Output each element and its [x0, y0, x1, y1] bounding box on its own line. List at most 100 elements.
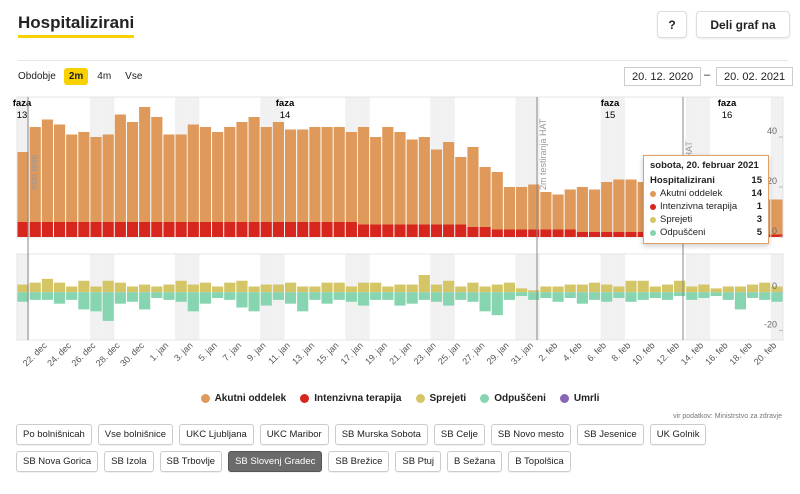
bar: [17, 152, 29, 222]
bar: [625, 179, 637, 232]
bar: [187, 284, 199, 293]
bar: [418, 137, 430, 225]
hospital-button[interactable]: SB Ptuj: [395, 451, 442, 472]
bar: [78, 292, 90, 310]
hospital-button[interactable]: Po bolnišnicah: [16, 424, 92, 445]
bar: [333, 282, 345, 293]
bar: [66, 134, 78, 222]
bar: [333, 127, 345, 222]
bar: [212, 292, 224, 298]
bar: [576, 232, 588, 237]
bar: [491, 172, 503, 230]
hospital-button[interactable]: SB Murska Sobota: [334, 424, 428, 445]
bar: [187, 124, 199, 222]
hospital-button[interactable]: SB Celje: [433, 424, 485, 445]
bar: [661, 284, 674, 293]
hospital-button[interactable]: SB Izola: [104, 451, 154, 472]
bar: [430, 292, 443, 302]
period-option[interactable]: 4m: [97, 71, 112, 82]
bar: [17, 292, 29, 302]
tooltip-row: Akutni oddelek 14: [650, 187, 762, 200]
bar: [722, 292, 734, 300]
hospital-button[interactable]: SB Trbovlje: [159, 451, 223, 472]
bar: [467, 147, 479, 227]
bar: [601, 292, 613, 302]
legend-item[interactable]: Akutni oddelek: [200, 393, 286, 404]
bar: [333, 222, 345, 237]
bar: [272, 222, 284, 237]
bar: [491, 292, 503, 316]
hospital-button[interactable]: SB Brežice: [328, 451, 390, 472]
x-tick-label: 25. jan: [436, 340, 462, 366]
bar: [613, 232, 625, 237]
bar: [686, 286, 698, 293]
bar: [284, 282, 297, 293]
bar: [139, 284, 151, 293]
bar: [151, 286, 163, 293]
x-tick-label: 13. jan: [290, 340, 316, 366]
x-tick-label: 12. feb: [655, 340, 682, 367]
legend-dot: [415, 394, 425, 403]
date-from[interactable]: 20. 12. 2020: [624, 67, 702, 86]
bar: [601, 232, 613, 237]
help-button[interactable]: ?: [657, 11, 687, 38]
bar: [771, 292, 783, 302]
bar: [224, 292, 236, 300]
bar: [199, 222, 212, 237]
hospital-button[interactable]: UKC Maribor: [259, 424, 329, 445]
bar: [771, 234, 783, 237]
bar: [78, 280, 90, 293]
bar: [661, 292, 674, 300]
period-label: Obdobje: [18, 71, 56, 82]
bar: [345, 222, 357, 237]
bar: [187, 222, 199, 237]
date-to[interactable]: 20. 02. 2021: [716, 67, 794, 86]
bar: [406, 284, 418, 293]
legend-label: Intenzivna terapija: [314, 393, 402, 404]
bar: [455, 292, 467, 300]
hospital-button[interactable]: SB Jesenice: [576, 424, 644, 445]
bar: [29, 282, 41, 293]
bar: [637, 292, 649, 300]
hospital-button[interactable]: B Sežana: [447, 451, 503, 472]
hospital-button[interactable]: SB Slovenj Gradec: [228, 451, 323, 472]
bar: [163, 292, 175, 300]
bar: [552, 229, 564, 237]
bar: [540, 286, 552, 293]
bar: [394, 224, 406, 237]
legend-item[interactable]: Umrli: [559, 393, 599, 404]
bar: [53, 282, 66, 293]
period-option[interactable]: Vse: [125, 71, 143, 82]
legend-item[interactable]: Sprejeti: [415, 393, 466, 404]
bar: [516, 288, 528, 293]
bar: [552, 286, 564, 293]
bar: [479, 227, 491, 237]
bar: [297, 292, 309, 312]
period-option[interactable]: 2m: [63, 68, 89, 85]
bar: [17, 222, 29, 237]
hospital-button[interactable]: B Topolšica: [508, 451, 571, 472]
legend-item[interactable]: Intenzivna terapija: [300, 393, 402, 404]
hospital-button[interactable]: UK Golnik: [649, 424, 707, 445]
share-button[interactable]: Deli graf na: [696, 11, 790, 38]
bar: [66, 222, 78, 237]
bar: [734, 286, 747, 293]
bar: [345, 132, 357, 222]
bar: [78, 132, 90, 222]
bar: [771, 199, 783, 235]
hospital-button[interactable]: Vse bolnišnice: [97, 424, 174, 445]
bar: [564, 229, 576, 237]
bar: [297, 129, 309, 222]
x-tick-label: 23. jan: [412, 340, 438, 366]
tooltip-row: Odpuščeni 5: [650, 226, 762, 239]
bar: [284, 292, 297, 304]
bar: [248, 292, 260, 312]
bar: [625, 280, 637, 293]
hospital-button[interactable]: SB Novo mesto: [490, 424, 571, 445]
hospital-button[interactable]: SB Nova Gorica: [16, 451, 99, 472]
legend-item[interactable]: Odpuščeni: [480, 393, 546, 404]
weekend-shade: [515, 254, 528, 340]
hospital-button[interactable]: UKC Ljubljana: [179, 424, 254, 445]
bar: [394, 284, 406, 293]
bar: [479, 292, 491, 312]
